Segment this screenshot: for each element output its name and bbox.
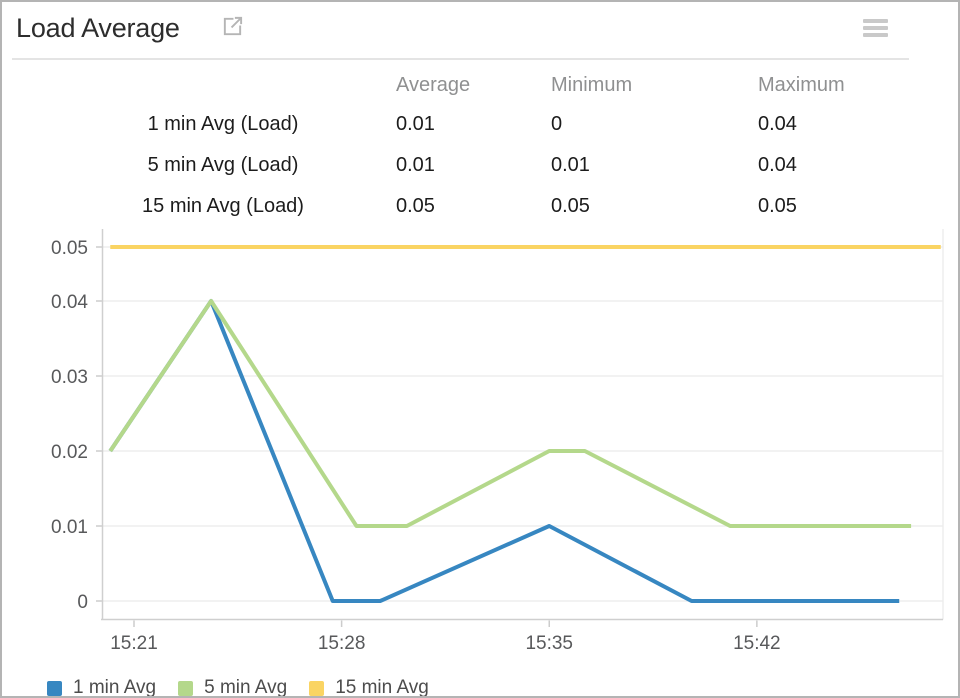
stats-header-average: Average <box>396 74 471 96</box>
stats-value-average: 0.05 <box>396 195 435 217</box>
x-axis-label: 15:35 <box>525 633 573 654</box>
legend-label: 15 min Avg <box>335 677 429 698</box>
x-axis-label: 15:21 <box>110 633 158 654</box>
x-axis-label: 15:28 <box>318 633 366 654</box>
legend-item-5min[interactable]: 5 min Avg <box>178 677 288 698</box>
legend-label: 1 min Avg <box>73 677 157 698</box>
chart-legend: 1 min Avg 5 min Avg 15 min Avg <box>47 677 451 698</box>
y-axis-label: 0.05 <box>51 238 88 259</box>
stats-value-minimum: 0.01 <box>551 154 590 176</box>
stats-header-empty <box>50 66 396 104</box>
stats-header-maximum: Maximum <box>758 74 845 96</box>
y-axis-label: 0 <box>77 592 88 613</box>
hamburger-menu-icon[interactable] <box>863 19 888 40</box>
stats-value-maximum: 0.04 <box>758 154 797 176</box>
legend-swatch-15min <box>309 680 325 696</box>
header-divider <box>12 58 909 60</box>
legend-item-1min[interactable]: 1 min Avg <box>47 677 157 698</box>
stats-value-minimum: 0.05 <box>551 195 590 217</box>
stats-value-maximum: 0.04 <box>758 113 797 135</box>
stats-row-label: 15 min Avg (Load) <box>142 195 304 217</box>
series-line-5-min-avg[interactable] <box>108 299 912 528</box>
stats-table: Average Minimum Maximum 1 min Avg (Load)… <box>50 66 908 227</box>
stats-header-minimum: Minimum <box>551 74 633 96</box>
hamburger-bar <box>863 26 888 30</box>
stats-row-label: 5 min Avg (Load) <box>147 154 299 176</box>
stats-value-average: 0.01 <box>396 154 435 176</box>
legend-swatch-1min <box>47 680 62 696</box>
widget-title: Load Average <box>16 13 180 43</box>
y-axis-label: 0.01 <box>51 517 88 538</box>
legend-label: 5 min Avg <box>204 677 288 698</box>
stats-value-minimum: 0 <box>551 113 563 135</box>
legend-item-15min[interactable]: 15 min Avg <box>309 677 429 698</box>
hamburger-bar <box>863 19 888 23</box>
open-in-new-icon[interactable] <box>221 15 244 38</box>
y-axis-label: 0.04 <box>51 292 88 313</box>
y-axis-label: 0.02 <box>51 442 88 463</box>
stats-value-maximum: 0.05 <box>758 195 797 217</box>
x-axis-label: 15:42 <box>733 633 781 654</box>
hamburger-bar <box>863 33 888 37</box>
stats-value-average: 0.01 <box>396 113 435 135</box>
stats-row-label: 1 min Avg (Load) <box>147 113 299 135</box>
legend-swatch-5min <box>178 680 194 696</box>
y-axis-label: 0.03 <box>51 367 88 388</box>
